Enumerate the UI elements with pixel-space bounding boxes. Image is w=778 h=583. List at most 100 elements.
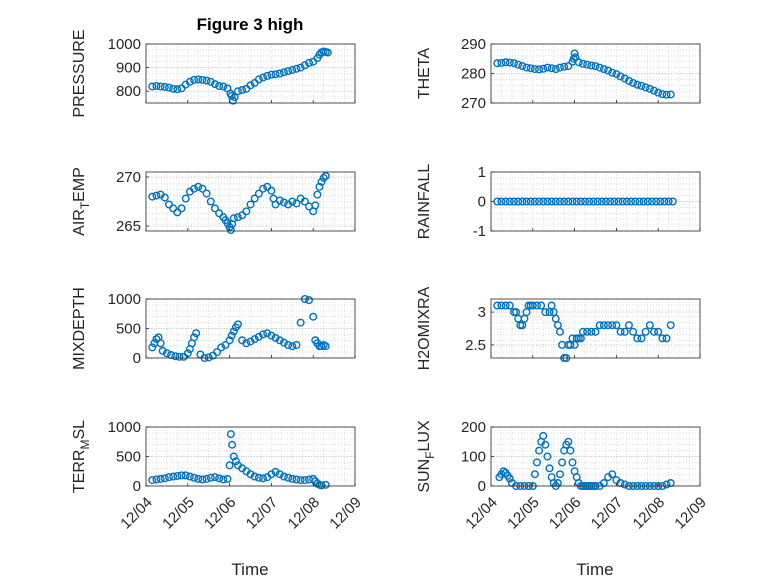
y-tick-label: -1 bbox=[473, 223, 486, 240]
data-point bbox=[555, 470, 564, 479]
data-point bbox=[650, 327, 659, 336]
data-point bbox=[614, 197, 623, 206]
y-tick-label: 270 bbox=[116, 169, 141, 186]
data-point bbox=[219, 475, 228, 484]
series-markers bbox=[493, 301, 675, 363]
data-point bbox=[647, 197, 656, 206]
data-point bbox=[660, 197, 669, 206]
data-point bbox=[560, 62, 569, 71]
data-point bbox=[309, 312, 318, 321]
data-point bbox=[169, 472, 178, 481]
data-point bbox=[175, 352, 184, 361]
y-tick-label: 1 bbox=[478, 164, 486, 181]
data-point bbox=[254, 473, 263, 482]
data-point bbox=[599, 321, 608, 330]
data-point bbox=[321, 480, 330, 489]
data-point bbox=[152, 335, 161, 344]
data-point bbox=[666, 90, 675, 99]
y-tick-label: 100 bbox=[461, 449, 486, 466]
data-point bbox=[589, 197, 598, 206]
x-tick-label: 12/07 bbox=[243, 494, 282, 533]
data-point bbox=[518, 197, 527, 206]
data-point bbox=[620, 480, 629, 489]
data-point bbox=[497, 197, 506, 206]
y-tick-label: 290 bbox=[461, 36, 486, 53]
data-point bbox=[530, 470, 539, 479]
y-tick-label: 0 bbox=[133, 478, 141, 495]
data-point bbox=[292, 64, 301, 73]
data-point bbox=[259, 474, 268, 483]
y-tick-label: 900 bbox=[116, 60, 141, 77]
data-point bbox=[238, 211, 247, 220]
data-point bbox=[300, 476, 309, 485]
data-point bbox=[537, 301, 546, 310]
data-point bbox=[185, 77, 194, 86]
data-point bbox=[309, 474, 318, 483]
series-markers bbox=[493, 49, 675, 99]
data-point bbox=[198, 184, 207, 193]
data-point bbox=[173, 208, 182, 217]
data-point bbox=[271, 200, 280, 209]
data-point bbox=[177, 471, 186, 480]
data-point bbox=[250, 472, 259, 481]
data-point bbox=[664, 197, 673, 206]
data-point bbox=[654, 327, 663, 336]
data-point bbox=[319, 173, 328, 182]
data-point bbox=[259, 330, 268, 339]
x-tick-label: 12/08 bbox=[630, 494, 669, 533]
data-point bbox=[631, 197, 640, 206]
data-point bbox=[526, 197, 535, 206]
y-tick-label: 0 bbox=[478, 194, 486, 211]
data-point bbox=[317, 177, 326, 186]
data-point bbox=[177, 204, 186, 213]
subplot-mixdepth: 0 500 1000 MIXDEPTH bbox=[71, 287, 356, 370]
data-point bbox=[164, 473, 173, 482]
data-point bbox=[229, 214, 238, 223]
data-point bbox=[152, 191, 161, 200]
data-point bbox=[279, 472, 288, 481]
y-axis-label: THETA bbox=[416, 48, 433, 100]
data-point bbox=[233, 320, 242, 329]
data-point bbox=[311, 201, 320, 210]
data-point bbox=[267, 331, 276, 340]
data-point bbox=[152, 82, 161, 91]
data-point bbox=[181, 471, 190, 480]
y-axis-label: PRESSURE bbox=[71, 29, 88, 117]
data-point bbox=[541, 440, 550, 449]
data-point bbox=[292, 475, 301, 484]
data-point bbox=[629, 327, 638, 336]
data-point bbox=[627, 197, 636, 206]
data-point bbox=[639, 197, 648, 206]
data-point bbox=[259, 73, 268, 82]
data-point bbox=[505, 301, 514, 310]
data-point bbox=[263, 71, 272, 80]
data-point bbox=[539, 431, 548, 440]
data-point bbox=[246, 337, 255, 346]
data-point bbox=[194, 182, 203, 191]
subplot-theta: 270 280 290 THETA bbox=[416, 36, 701, 112]
data-point bbox=[226, 430, 235, 439]
data-point bbox=[591, 327, 600, 336]
axes-box bbox=[145, 171, 356, 232]
data-point bbox=[148, 192, 157, 201]
data-point bbox=[215, 474, 224, 483]
y-tick-label: 800 bbox=[116, 83, 141, 100]
data-point bbox=[215, 209, 224, 218]
y-tick-label: 3 bbox=[478, 304, 486, 321]
figure-title: Figure 3 high bbox=[197, 15, 304, 34]
series-markers bbox=[148, 430, 330, 490]
data-point bbox=[599, 65, 608, 74]
data-point bbox=[173, 471, 182, 480]
data-point bbox=[597, 197, 606, 206]
x-tick-label: 12/06 bbox=[201, 494, 240, 533]
data-point bbox=[555, 63, 564, 72]
data-point bbox=[246, 470, 255, 479]
subplot-pressure: 800 900 1000 PRESSURE bbox=[71, 29, 356, 118]
data-point bbox=[522, 63, 531, 72]
data-point bbox=[570, 49, 579, 58]
data-point bbox=[198, 75, 207, 84]
data-point bbox=[572, 197, 581, 206]
data-point bbox=[612, 70, 621, 79]
data-point bbox=[535, 197, 544, 206]
data-point bbox=[296, 63, 305, 72]
